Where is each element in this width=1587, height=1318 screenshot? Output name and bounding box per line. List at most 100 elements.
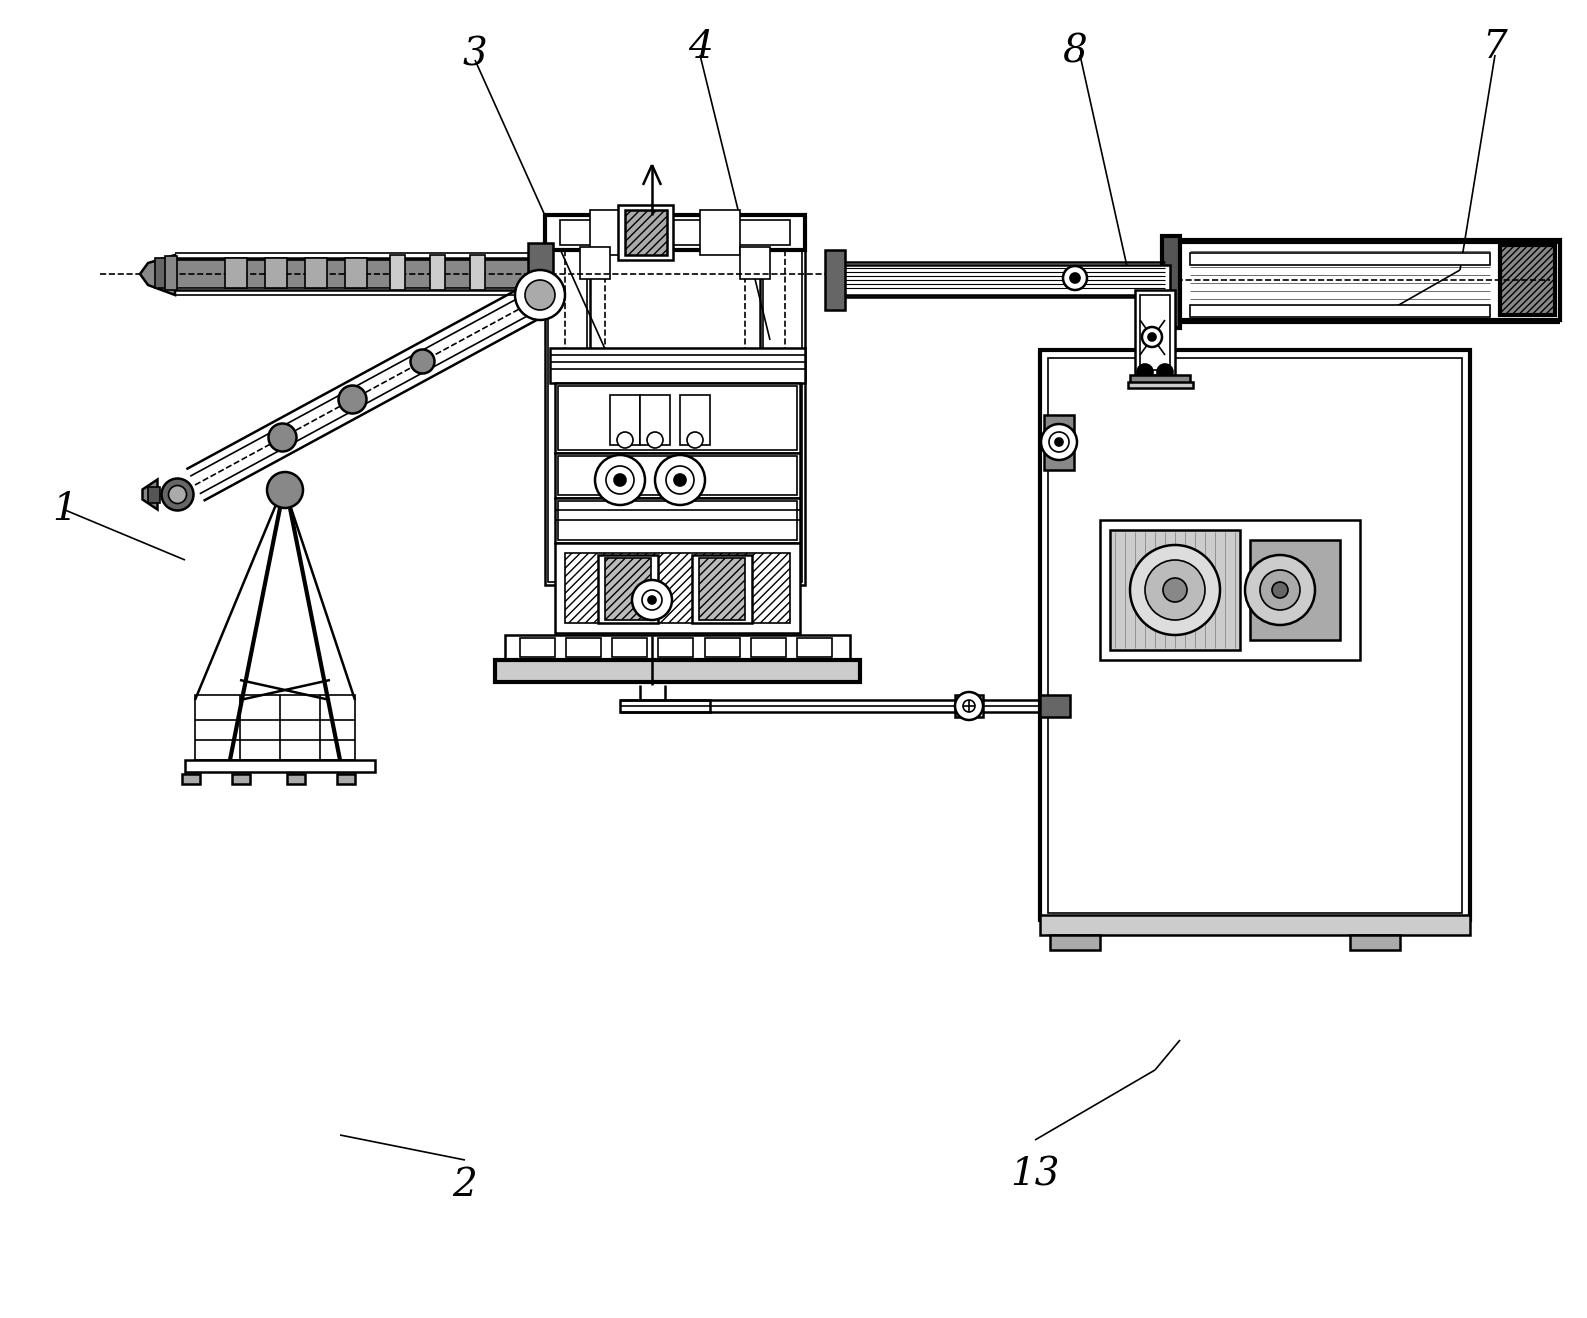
Bar [1130,376,1190,384]
Circle shape [267,472,303,507]
Circle shape [647,596,655,604]
Bar [559,456,797,496]
Circle shape [617,432,633,448]
Text: 1: 1 [52,492,78,529]
Circle shape [1063,266,1087,290]
Bar [390,254,405,290]
Bar [692,555,752,623]
Text: 2: 2 [452,1166,478,1203]
Circle shape [1041,424,1078,460]
Circle shape [411,349,435,373]
Bar [521,638,555,656]
Bar [640,395,670,445]
Circle shape [643,590,662,610]
Bar [156,258,175,289]
Bar [548,217,587,583]
Bar [1100,521,1360,660]
Bar [544,215,805,250]
Circle shape [655,455,705,505]
Bar [175,260,551,289]
Bar [1190,253,1490,265]
Circle shape [516,270,565,320]
Bar [1135,290,1174,376]
Bar [1039,695,1070,717]
Bar [225,258,248,289]
Bar [797,638,832,656]
Bar [470,254,486,290]
Bar [287,774,305,784]
Bar [560,220,790,245]
Circle shape [338,385,367,414]
Bar [598,555,659,623]
Bar [195,695,355,760]
Circle shape [162,478,194,510]
Bar [590,210,630,254]
Bar [1170,240,1560,320]
Bar [559,386,797,449]
Circle shape [1260,569,1300,610]
Bar [659,638,694,656]
Bar [840,265,1170,295]
Bar [1109,530,1239,650]
Bar [528,243,552,304]
Polygon shape [140,254,175,295]
Bar [1039,915,1470,934]
Bar [344,258,367,289]
Circle shape [606,467,633,494]
Bar [1051,934,1100,950]
Circle shape [1163,579,1187,602]
Bar [740,246,770,279]
Text: 7: 7 [1482,29,1508,66]
Bar [698,558,744,619]
Circle shape [955,692,982,720]
Bar [1190,304,1490,318]
Circle shape [1273,583,1289,598]
Circle shape [1130,546,1220,635]
Bar [621,700,709,712]
Bar [544,215,590,585]
Bar [555,453,800,498]
Polygon shape [143,480,157,510]
Bar [1351,934,1400,950]
Circle shape [1157,364,1173,380]
Bar [430,254,444,290]
Bar [579,246,609,279]
Bar [751,638,786,656]
Bar [555,498,800,543]
Text: 13: 13 [1011,1156,1060,1194]
Text: 4: 4 [687,29,713,66]
Bar [567,638,601,656]
Bar [763,217,801,583]
Bar [1139,295,1170,370]
Bar [955,695,982,717]
Circle shape [963,700,974,712]
Bar [613,638,647,656]
Bar [609,395,640,445]
Bar [565,554,790,623]
Bar [700,210,740,254]
Bar [1251,540,1339,641]
Bar [760,215,805,585]
Bar [336,774,355,784]
Bar [555,384,800,453]
Bar [551,348,805,384]
Bar [555,543,800,633]
Text: 3: 3 [463,37,487,74]
Circle shape [1136,364,1154,380]
Bar [1162,236,1181,328]
Bar [559,501,797,540]
Bar [495,660,860,681]
Circle shape [687,432,703,448]
Circle shape [595,455,644,505]
Bar [265,258,287,289]
Bar [705,638,740,656]
Bar [505,635,851,660]
Bar [1128,382,1193,387]
Bar [1047,358,1462,913]
Circle shape [667,467,694,494]
Circle shape [1055,438,1063,445]
Bar [825,250,844,310]
Circle shape [1049,432,1070,452]
Circle shape [614,474,625,486]
Circle shape [1147,333,1155,341]
